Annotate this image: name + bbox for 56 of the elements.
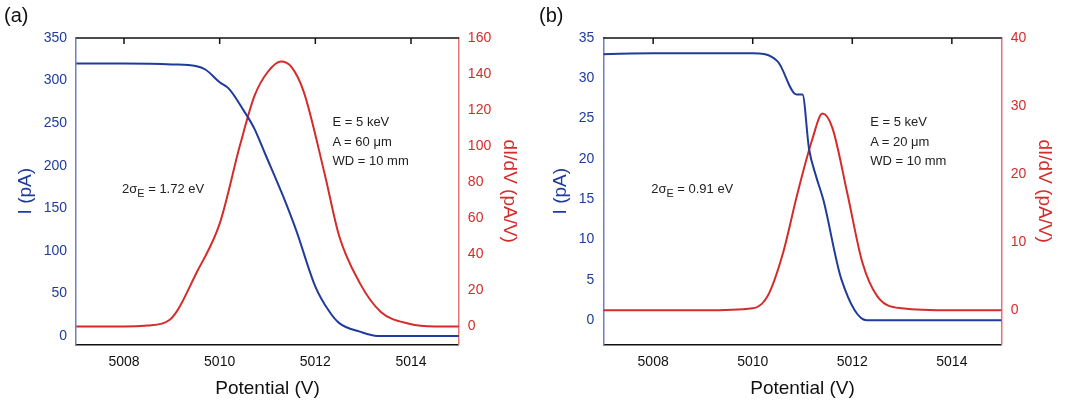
y-tick-label: 15 bbox=[578, 190, 595, 207]
x-tick-label: 5014 bbox=[395, 352, 427, 369]
x-tick-label: 5012 bbox=[299, 352, 332, 369]
y2-axis-title: dI/dV (pA/V) bbox=[1035, 139, 1057, 243]
y-tick-label: 5 bbox=[586, 270, 595, 287]
y-tick-label: 0 bbox=[59, 326, 68, 343]
y-axis-title: I (pA) bbox=[548, 167, 570, 215]
y2-tick-label: 0 bbox=[1010, 301, 1019, 318]
annotation: E = 5 keV bbox=[332, 113, 390, 129]
y2-tick-label: 60 bbox=[467, 209, 484, 226]
annotation: WD = 10 mm bbox=[332, 153, 409, 169]
y2-tick-label: 20 bbox=[467, 281, 484, 298]
x-tick-label: 5012 bbox=[836, 352, 869, 369]
y-tick-label: 30 bbox=[578, 69, 595, 86]
chart-title: (a) bbox=[4, 4, 29, 27]
y-tick-label: 250 bbox=[43, 113, 68, 130]
x-axis-title: Potential (V) bbox=[215, 376, 320, 398]
y-tick-label: 100 bbox=[43, 241, 68, 258]
y-tick-label: 350 bbox=[43, 28, 68, 45]
y-tick-label: 10 bbox=[578, 230, 595, 247]
y-tick-label: 20 bbox=[578, 149, 595, 166]
y2-tick-label: 0 bbox=[467, 317, 476, 334]
annotation: E = 5 keV bbox=[870, 113, 927, 129]
y-axis-title: I (pA) bbox=[13, 167, 35, 215]
y-tick-label: 25 bbox=[578, 109, 595, 126]
y-tick-label: 200 bbox=[43, 156, 68, 173]
annotation: WD = 10 mm bbox=[870, 153, 947, 169]
x-tick-label: 5008 bbox=[108, 352, 140, 369]
x-tick-label: 5014 bbox=[936, 352, 968, 369]
y2-tick-label: 40 bbox=[1010, 28, 1027, 45]
y2-tick-label: 140 bbox=[467, 64, 492, 81]
annotation: A = 60 μm bbox=[332, 133, 392, 149]
y2-tick-label: 100 bbox=[467, 137, 492, 153]
y-tick-label: 50 bbox=[51, 284, 68, 301]
x-tick-label: 5010 bbox=[737, 352, 769, 369]
x-tick-label: 5008 bbox=[637, 352, 669, 369]
y2-tick-label: 80 bbox=[467, 173, 484, 190]
x-tick-label: 5010 bbox=[204, 352, 236, 369]
y2-tick-label: 40 bbox=[467, 245, 484, 262]
annotation: 2σ$_{E}$ = 0.91 eV bbox=[651, 181, 734, 199]
annotation: A = 20 μm bbox=[870, 133, 930, 149]
y-tick-label: 150 bbox=[43, 199, 68, 216]
y-tick-label: 300 bbox=[43, 71, 68, 88]
line-series bbox=[603, 52, 1002, 322]
y2-axis-title: dI/dV (pA/V) bbox=[500, 139, 522, 243]
y-tick-label: 35 bbox=[578, 28, 595, 45]
y2-tick-label: 20 bbox=[1010, 165, 1027, 182]
x-axis-title: Potential (V) bbox=[750, 376, 855, 398]
y2-tick-label: 10 bbox=[1010, 233, 1027, 250]
y2-tick-label: 30 bbox=[1010, 96, 1027, 113]
line-series bbox=[603, 112, 1002, 312]
chart-title: (b) bbox=[539, 4, 564, 27]
y2-tick-label: 120 bbox=[467, 100, 492, 117]
y-tick-label: 0 bbox=[586, 311, 595, 328]
annotation: 2σ$_{E}$ = 1.72 eV bbox=[122, 181, 205, 199]
y2-tick-label: 160 bbox=[467, 28, 492, 45]
